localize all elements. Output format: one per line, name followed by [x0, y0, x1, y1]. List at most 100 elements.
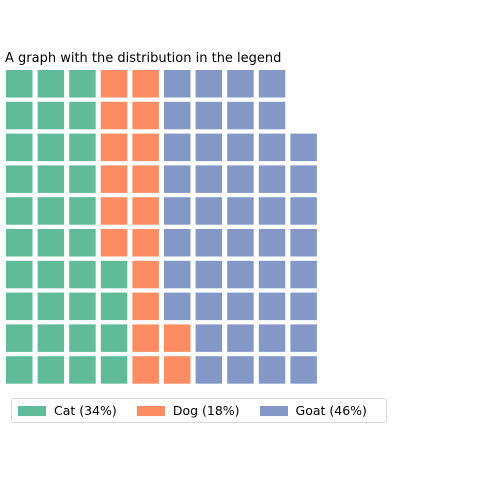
waffle-cell-cat [6, 165, 33, 193]
waffle-cell-cat [100, 356, 128, 384]
legend-swatch-goat [259, 405, 288, 416]
legend-label-dog: Dog (18%) [172, 403, 240, 418]
waffle-cell-goat [195, 101, 223, 130]
legend-item-cat: Cat (34%) [18, 403, 117, 418]
waffle-cell-cat [37, 133, 65, 162]
waffle-cell-dog [100, 165, 128, 193]
waffle-cell-goat [227, 356, 254, 384]
waffle-cell-cat [6, 133, 33, 162]
waffle-cell-goat [227, 260, 254, 289]
waffle-cell-dog [100, 70, 128, 98]
waffle-cell-dog [132, 292, 159, 321]
waffle-cell-dog [132, 133, 159, 162]
waffle-cell-goat [227, 197, 254, 225]
waffle-cell-goat [258, 197, 286, 225]
waffle-cell-goat [258, 133, 286, 162]
waffle-cell-cat [37, 197, 65, 225]
waffle-cell-goat [290, 133, 317, 162]
waffle-cell-cat [69, 133, 96, 162]
legend-swatch-cat [18, 405, 46, 416]
waffle-cell-cat [69, 165, 96, 193]
waffle-cell-goat [164, 197, 191, 225]
waffle-cell-goat [227, 101, 254, 130]
waffle-cell-goat [164, 260, 191, 289]
waffle-cell-dog [100, 101, 128, 130]
legend-swatch-dog [136, 405, 165, 416]
waffle-cell-goat [258, 101, 286, 130]
waffle-cell-dog [132, 197, 159, 225]
waffle-cell-goat [195, 133, 223, 162]
waffle-cell-goat [290, 356, 317, 384]
waffle-cell-goat [258, 292, 286, 321]
waffle-cell-goat [290, 292, 317, 321]
waffle-cell-goat [227, 292, 254, 321]
waffle-cell-goat [164, 292, 191, 321]
waffle-cell-goat [164, 70, 191, 98]
waffle-cell-goat [227, 133, 254, 162]
waffle-cell-cat [6, 324, 33, 352]
waffle-cell-goat [227, 70, 254, 98]
waffle-cell-goat [258, 70, 286, 98]
waffle-cell-goat [195, 260, 223, 289]
waffle-cell-cat [69, 356, 96, 384]
legend-item-dog: Dog (18%) [136, 403, 240, 418]
waffle-cell-cat [6, 70, 33, 98]
waffle-cell-dog [100, 197, 128, 225]
waffle-cell-goat [195, 70, 223, 98]
waffle-cell-cat [6, 292, 33, 321]
waffle-cell-goat [164, 101, 191, 130]
waffle-cell-cat [37, 292, 65, 321]
waffle-cell-goat [258, 260, 286, 289]
waffle-cell-dog [132, 70, 159, 98]
waffle-cell-goat [227, 165, 254, 193]
waffle-cell-goat [227, 324, 254, 352]
waffle-cell-goat [258, 324, 286, 352]
waffle-cell-cat [100, 292, 128, 321]
waffle-cell-cat [37, 229, 65, 257]
waffle-cell-cat [37, 101, 65, 130]
waffle-cell-cat [37, 356, 65, 384]
waffle-cell-goat [164, 165, 191, 193]
waffle-cell-goat [164, 133, 191, 162]
waffle-cell-goat [195, 229, 223, 257]
waffle-cell-goat [195, 356, 223, 384]
waffle-cell-dog [132, 101, 159, 130]
waffle-cell-dog [100, 133, 128, 162]
waffle-cell-cat [69, 70, 96, 98]
waffle-cell-goat [290, 197, 317, 225]
waffle-cell-goat [195, 324, 223, 352]
waffle-cell-dog [132, 165, 159, 193]
waffle-cell-dog [164, 324, 191, 352]
waffle-cell-cat [100, 324, 128, 352]
waffle-cell-cat [37, 324, 65, 352]
legend-label-goat: Goat (46%) [295, 403, 367, 418]
waffle-cell-cat [37, 70, 65, 98]
waffle-cell-cat [6, 101, 33, 130]
waffle-cell-dog [100, 229, 128, 257]
waffle-cell-cat [69, 229, 96, 257]
legend: Cat (34%) Dog (18%) Goat (46%) [11, 398, 387, 423]
waffle-cell-goat [258, 165, 286, 193]
waffle-cell-goat [290, 324, 317, 352]
waffle-cell-cat [69, 197, 96, 225]
waffle-cell-cat [6, 229, 33, 257]
waffle-cell-dog [132, 229, 159, 257]
waffle-cell-dog [164, 356, 191, 384]
waffle-cell-goat [290, 165, 317, 193]
waffle-cell-dog [132, 324, 159, 352]
waffle-cell-cat [100, 260, 128, 289]
chart-title: A graph with the distribution in the leg… [5, 51, 282, 66]
waffle-cell-dog [132, 356, 159, 384]
waffle-cell-cat [6, 356, 33, 384]
waffle-cell-cat [69, 101, 96, 130]
legend-item-goat: Goat (46%) [259, 403, 367, 418]
waffle-cell-goat [290, 229, 317, 257]
waffle-cell-goat [195, 292, 223, 321]
waffle-cell-cat [69, 260, 96, 289]
waffle-cell-goat [227, 229, 254, 257]
waffle-cell-goat [258, 229, 286, 257]
waffle-cell-goat [164, 229, 191, 257]
waffle-cell-cat [69, 324, 96, 352]
waffle-cell-goat [258, 356, 286, 384]
